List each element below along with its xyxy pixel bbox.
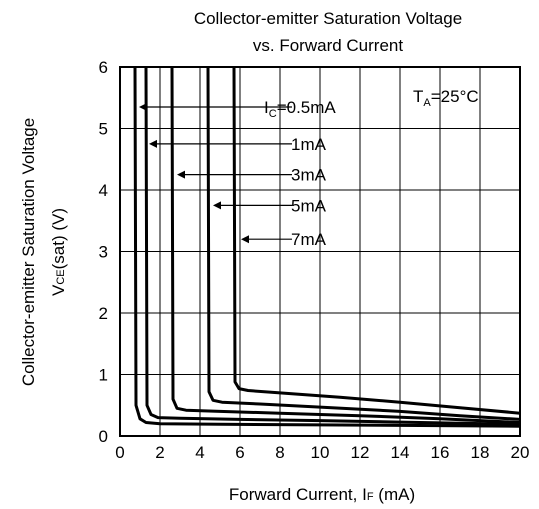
x-tick-label: 16 (431, 443, 450, 462)
y-tick-label: 5 (99, 120, 108, 139)
annotation-arrow-1mA (149, 139, 157, 148)
x-tick-labels: 0 2 4 6 8 10 12 14 16 18 20 (115, 443, 529, 462)
series-line-1mA (144, 66, 521, 426)
y-tick-label: 4 (99, 181, 108, 200)
annotation-label-7mA: 7mA (291, 230, 327, 249)
series-line-7mA (232, 66, 521, 415)
y-tick-label: 2 (99, 304, 108, 323)
x-tick-label: 12 (351, 443, 370, 462)
y-tick-label: 0 (99, 427, 108, 446)
annotation-arrow-7mA (241, 235, 249, 244)
annotation-label-5mA: 5mA (291, 196, 327, 215)
chart-title: Collector-emitter Saturation Voltage vs.… (194, 9, 462, 55)
grid (120, 67, 520, 436)
x-tick-label: 20 (511, 443, 530, 462)
annotation-arrow-3mA (177, 170, 185, 179)
annotation-arrow-5mA (213, 201, 221, 210)
chart-title-line-2: vs. Forward Current (253, 36, 403, 55)
x-tick-label: 4 (195, 443, 204, 462)
chart-title-line-1: Collector-emitter Saturation Voltage (194, 9, 462, 28)
annotation-arrow-0.5mA (139, 102, 147, 111)
annotation-label-3mA: 3mA (291, 166, 327, 185)
y-tick-labels: 0 1 2 3 4 5 6 (99, 58, 108, 446)
series-line-0.5mA (133, 66, 521, 428)
annotation-label-0.5mA: IC=0.5mA (264, 98, 336, 120)
x-tick-label: 2 (155, 443, 164, 462)
plot-frame (119, 66, 521, 437)
y-tick-label: 1 (99, 366, 108, 385)
x-tick-label: 0 (115, 443, 124, 462)
x-tick-label: 14 (391, 443, 410, 462)
x-tick-label: 10 (311, 443, 330, 462)
x-tick-label: 18 (471, 443, 490, 462)
y-axis-label-line-2: VCE(sat) (V) (49, 208, 68, 296)
annotation-label-1mA: 1mA (291, 135, 327, 154)
temperature-condition: TA=25°C (413, 87, 479, 109)
x-tick-label: 8 (275, 443, 284, 462)
x-axis-label: Forward Current, IF (mA) (229, 485, 415, 504)
y-tick-label: 6 (99, 58, 108, 77)
series-line-3mA (170, 66, 521, 424)
y-tick-label: 3 (99, 243, 108, 262)
series-line-5mA (206, 66, 521, 421)
series-curves (133, 66, 521, 428)
y-axis-label-line-1: Collector-emitter Saturation Voltage (19, 118, 38, 386)
series-annotations: IC=0.5mA 1mA 3mA 5mA 7mA (139, 98, 336, 249)
x-tick-label: 6 (235, 443, 244, 462)
